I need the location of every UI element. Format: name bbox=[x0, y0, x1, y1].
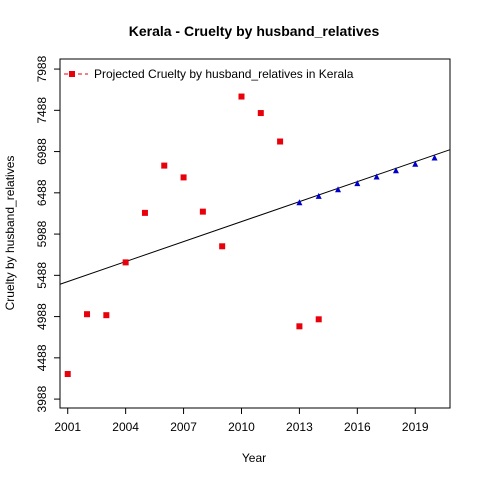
x-axis-title: Year bbox=[242, 451, 266, 465]
y-tick-label: 6988 bbox=[35, 138, 49, 165]
x-tick-label: 2013 bbox=[286, 420, 313, 434]
data-point-actual bbox=[315, 316, 322, 323]
data-point-actual bbox=[277, 138, 284, 145]
x-tick-label: 2007 bbox=[170, 420, 197, 434]
data-point-actual bbox=[238, 93, 245, 100]
data-point-projected bbox=[412, 160, 419, 167]
y-tick-label: 7988 bbox=[35, 55, 49, 82]
data-point-actual bbox=[84, 311, 91, 318]
data-point-projected bbox=[431, 154, 438, 161]
y-tick-label: 5488 bbox=[35, 262, 49, 289]
y-tick-label: 4488 bbox=[35, 344, 49, 371]
y-tick-label: 7488 bbox=[35, 97, 49, 124]
data-point-actual bbox=[64, 371, 71, 378]
x-tick-label: 2004 bbox=[112, 420, 139, 434]
data-point-actual bbox=[219, 243, 226, 250]
data-point-projected bbox=[335, 186, 342, 193]
data-point-projected bbox=[354, 180, 361, 187]
legend: Projected Cruelty by husband_relatives i… bbox=[64, 67, 354, 81]
legend-label: Projected Cruelty by husband_relatives i… bbox=[94, 67, 354, 81]
y-tick-label: 6488 bbox=[35, 179, 49, 206]
data-point-projected bbox=[315, 192, 322, 199]
data-point-actual bbox=[180, 174, 187, 181]
data-point-actual bbox=[141, 209, 148, 216]
data-point-projected bbox=[296, 199, 303, 206]
y-tick-label: 5988 bbox=[35, 220, 49, 247]
data-point-projected bbox=[373, 173, 380, 180]
data-point-actual bbox=[161, 162, 168, 169]
y-axis-title: Cruelty by husband_relatives bbox=[3, 156, 17, 311]
y-tick-label: 4988 bbox=[35, 303, 49, 330]
legend-marker bbox=[69, 71, 75, 77]
data-point-actual bbox=[296, 323, 303, 330]
x-tick-label: 2019 bbox=[402, 420, 429, 434]
data-point-actual bbox=[103, 312, 110, 319]
data-point-actual bbox=[122, 259, 129, 266]
x-tick-label: 2001 bbox=[54, 420, 81, 434]
x-tick-label: 2016 bbox=[344, 420, 371, 434]
data-point-projected bbox=[392, 167, 399, 174]
plot-frame bbox=[59, 58, 451, 409]
data-point-actual bbox=[257, 110, 264, 117]
x-tick-label: 2010 bbox=[228, 420, 255, 434]
data-point-actual bbox=[199, 208, 206, 215]
chart-title: Kerala - Cruelty by husband_relatives bbox=[129, 23, 380, 39]
y-tick-label: 3988 bbox=[35, 385, 49, 412]
